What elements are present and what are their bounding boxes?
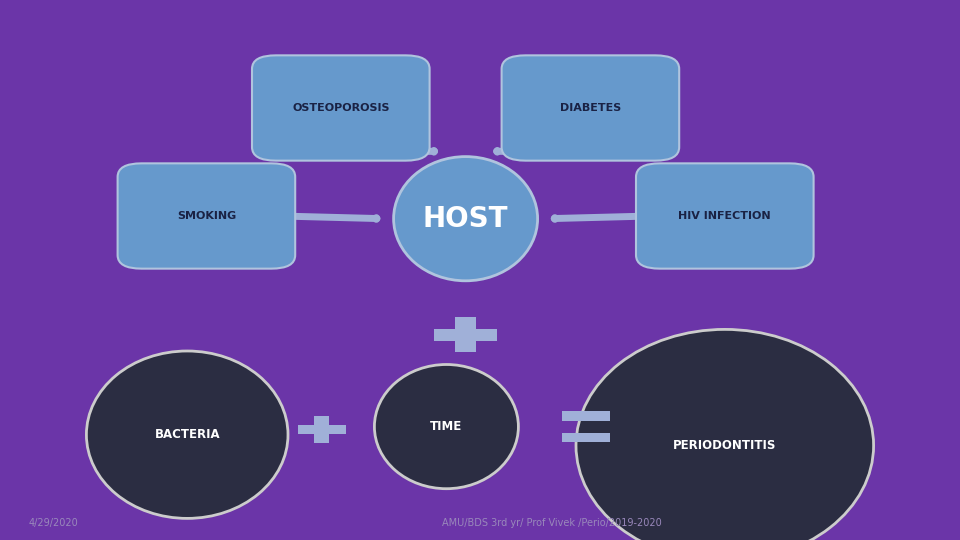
FancyBboxPatch shape [434, 329, 497, 341]
Ellipse shape [576, 329, 874, 540]
Ellipse shape [374, 364, 518, 489]
FancyBboxPatch shape [252, 56, 429, 160]
FancyBboxPatch shape [562, 433, 610, 442]
Text: HIV INFECTION: HIV INFECTION [679, 211, 771, 221]
Text: DIABETES: DIABETES [560, 103, 621, 113]
FancyBboxPatch shape [501, 56, 680, 160]
Text: PERIODONTITIS: PERIODONTITIS [673, 439, 777, 452]
FancyBboxPatch shape [298, 425, 346, 434]
FancyBboxPatch shape [562, 411, 610, 421]
FancyBboxPatch shape [636, 163, 813, 269]
Text: 4/29/2020: 4/29/2020 [29, 518, 79, 528]
Ellipse shape [394, 157, 538, 281]
Text: TIME: TIME [430, 420, 463, 433]
FancyBboxPatch shape [455, 317, 476, 352]
Text: AMU/BDS 3rd yr/ Prof Vivek /Perio/2019-2020: AMU/BDS 3rd yr/ Prof Vivek /Perio/2019-2… [442, 518, 661, 528]
Text: HOST: HOST [422, 205, 509, 233]
FancyBboxPatch shape [117, 163, 296, 269]
FancyBboxPatch shape [314, 416, 329, 443]
Ellipse shape [86, 351, 288, 518]
Text: SMOKING: SMOKING [177, 211, 236, 221]
Text: BACTERIA: BACTERIA [155, 428, 220, 441]
Text: OSTEOPOROSIS: OSTEOPOROSIS [292, 103, 390, 113]
